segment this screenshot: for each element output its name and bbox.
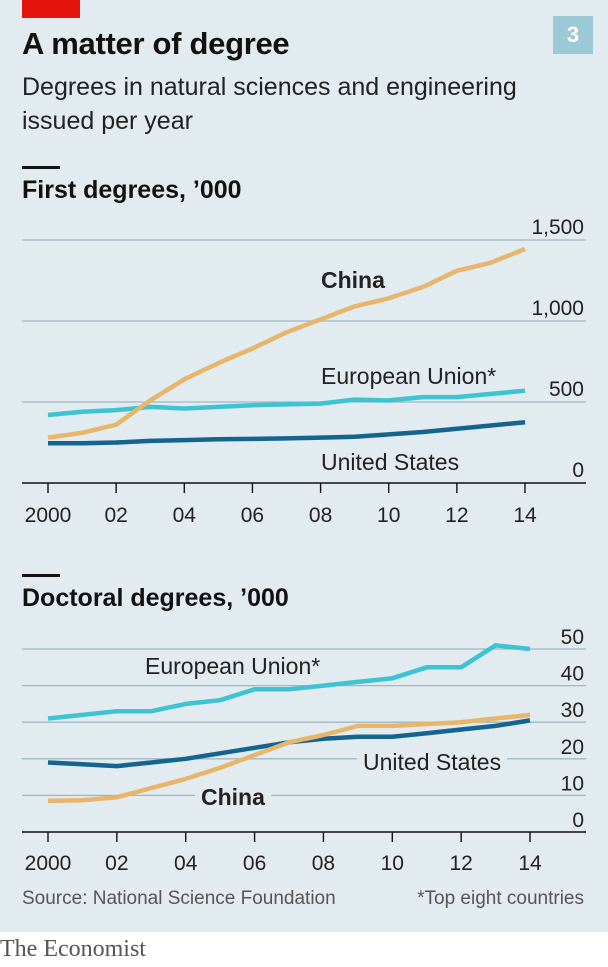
x-tick-label: 12	[445, 504, 468, 527]
x-tick-label: 04	[174, 852, 198, 875]
y-tick-label: 20	[561, 736, 584, 759]
series-label-eu: European Union*	[145, 653, 320, 679]
x-tick-label: 02	[105, 852, 128, 875]
panel2-title: Doctoral degrees, ’000	[22, 584, 289, 612]
series-line-china	[47, 246, 526, 440]
x-tick-label: 2000	[25, 852, 72, 875]
x-tick-label: 10	[381, 852, 404, 875]
chart-card: 3 A matter of degree Degrees in natural …	[0, 0, 608, 932]
series-line-eu	[47, 388, 526, 418]
series-label-china: China	[321, 267, 385, 293]
chart-number-badge: 3	[553, 16, 593, 54]
y-tick-label: 1,000	[531, 297, 584, 320]
x-tick-label: 12	[449, 852, 472, 875]
series-line-eu	[47, 643, 531, 721]
chart-subtitle: Degrees in natural sciences and engineer…	[22, 73, 517, 135]
doctoral-degrees-chart: 0 10 20 30 40 50 2000 02 04 06 08 10 12 14 European Un…	[22, 626, 586, 875]
chart-title: A matter of degree	[22, 26, 290, 61]
source-note: Source: National Science Foundation	[22, 888, 336, 909]
series-label-eu: European Union*	[321, 363, 496, 389]
x-tick-label: 2000	[25, 504, 72, 527]
first-degrees-chart: 0 500 1,000 1,500 2000 02 04 06 08 10 12 14 China Eur…	[22, 216, 586, 527]
series-label-china: China	[201, 784, 265, 810]
y-tick-label: 500	[549, 378, 584, 401]
x-tick-label: 14	[518, 852, 542, 875]
x-tick-label: 06	[241, 504, 264, 527]
brand-red-tag	[22, 0, 80, 18]
y-tick-label: 50	[561, 626, 584, 649]
x-tick-label: 14	[513, 504, 537, 527]
label-knockout	[195, 783, 272, 811]
x-tick-label: 10	[377, 504, 400, 527]
x-tick-label: 02	[104, 504, 127, 527]
series-line-us	[48, 420, 526, 446]
y-tick-label: 0	[572, 459, 584, 482]
label-knockout	[357, 748, 508, 776]
publisher-logo: The Economist	[0, 936, 146, 962]
panel1-rule-mark	[22, 166, 60, 169]
panel2-rule-mark	[22, 574, 60, 577]
series-label-us: United States	[321, 449, 459, 475]
series-label-us: United States	[363, 749, 501, 775]
x-tick-label: 08	[312, 852, 335, 875]
x-tick-label: 04	[173, 504, 197, 527]
footnote: *Top eight countries	[417, 888, 584, 909]
x-tick-label: 08	[309, 504, 332, 527]
y-tick-label: 10	[561, 772, 584, 795]
y-tick-label: 1,500	[531, 216, 584, 239]
panel1-title: First degrees, ’000	[22, 176, 242, 204]
y-tick-label: 40	[561, 663, 584, 686]
series-line-china	[47, 712, 531, 804]
y-tick-label: 0	[572, 809, 584, 832]
y-tick-label: 30	[561, 699, 584, 722]
x-tick-label: 06	[243, 852, 266, 875]
